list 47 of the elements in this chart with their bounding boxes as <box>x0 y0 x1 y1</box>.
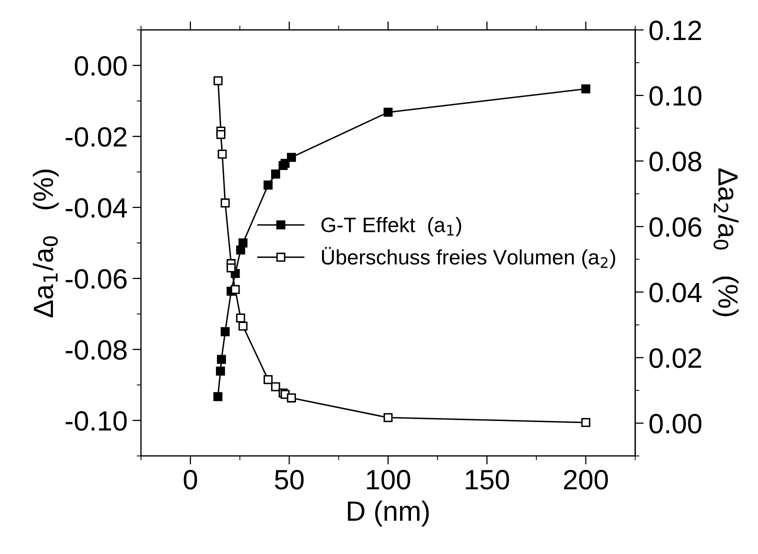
point <box>220 198 230 208</box>
text: Δa$_{2}$/a$_{0}$ (%) <box>712 168 739 316</box>
point <box>236 313 246 322</box>
x-tick-label: 50 <box>274 470 304 490</box>
legend-label: G-T Effekt (a$_{1}$) <box>321 216 462 236</box>
point <box>264 375 273 384</box>
point <box>581 418 590 428</box>
y-tick-label: 0.00 <box>74 56 127 76</box>
point <box>216 130 226 139</box>
y-tick-label: -0.10 <box>66 411 127 431</box>
point <box>271 170 280 179</box>
y2-tick-label: 0.06 <box>649 217 702 237</box>
x-tick-label: 150 <box>466 470 510 490</box>
point <box>271 382 280 392</box>
y2-tick-label: 0.08 <box>649 152 702 172</box>
y-tick-label: -0.04 <box>66 198 127 218</box>
x-tick-label: 100 <box>367 470 410 490</box>
x-tick-label: 200 <box>564 470 608 490</box>
y2-tick-label: 0.04 <box>649 282 702 302</box>
point <box>226 263 236 272</box>
y2-tick-label: 0.02 <box>649 348 702 368</box>
point <box>280 158 290 168</box>
point <box>238 238 248 248</box>
point <box>220 327 230 336</box>
point <box>264 180 273 190</box>
x-tick-label: 0 <box>184 470 198 490</box>
x-axis-title: D (nm) <box>348 500 429 526</box>
point <box>230 284 240 294</box>
point <box>216 366 225 376</box>
y-tick-label: -0.08 <box>66 340 127 360</box>
point <box>286 393 296 402</box>
y2-tick-label: 0.10 <box>649 86 702 106</box>
point <box>216 354 226 364</box>
point <box>214 76 223 86</box>
y-tick-label: -0.02 <box>66 127 126 147</box>
y2-tick-label: 0.00 <box>649 414 702 434</box>
point <box>213 392 222 402</box>
y-tick-label: -0.06 <box>66 269 127 289</box>
point <box>581 84 590 94</box>
point <box>218 150 227 159</box>
text: Δa$_{1}$/a$_{0}$ (%) <box>32 170 59 318</box>
point <box>384 413 393 422</box>
point <box>238 322 248 331</box>
legend-label: Überschuss freies Volumen (a$_{2}$) <box>322 246 616 269</box>
point <box>286 152 296 162</box>
y2-tick-label: 0.12 <box>649 20 702 40</box>
point <box>384 108 393 117</box>
